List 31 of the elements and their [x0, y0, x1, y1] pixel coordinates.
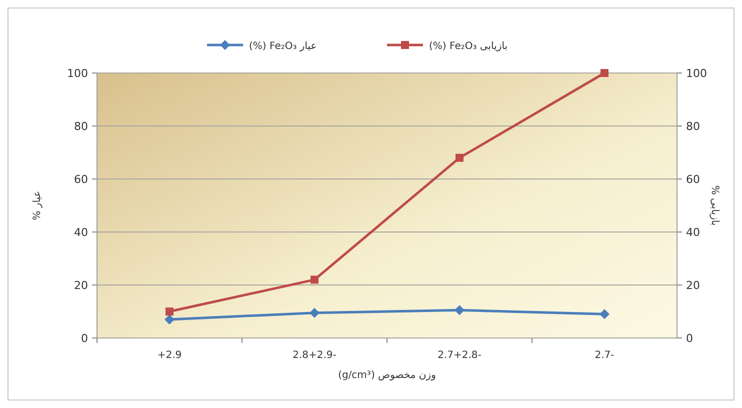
y2-tick-label: 100 — [686, 67, 707, 80]
x-axis-title: وزن مخصوص (g/cm³) — [338, 370, 436, 381]
y-tick-label: 60 — [74, 173, 88, 186]
legend-item: عیار Fe₂O₃ (%) — [207, 40, 317, 52]
point — [456, 154, 464, 162]
point — [166, 308, 174, 316]
y2-tick-label: 20 — [686, 279, 700, 292]
y2-axis-title: بازیابی % — [709, 185, 720, 226]
y-tick-label: 100 — [67, 67, 88, 80]
y2-tick-label: 0 — [686, 332, 693, 345]
x-tick-label: 2.7+2.8- — [438, 350, 482, 361]
legend-label: عیار Fe₂O₃ (%) — [249, 41, 317, 52]
x-tick-label: +2.9 — [157, 350, 182, 361]
point — [164, 314, 174, 324]
x-tick-label: 2.7- — [594, 350, 615, 361]
point — [600, 309, 610, 320]
y2-tick-label: 60 — [686, 173, 700, 186]
legend-label: بازیابی Fe₂O₃ (%) — [429, 41, 508, 52]
point — [600, 69, 608, 77]
y-tick-label: 80 — [74, 120, 88, 133]
x-tick-label: 2.8+2.9- — [292, 350, 337, 361]
legend-item: بازیابی Fe₂O₃ (%) — [387, 41, 508, 52]
y-tick-label: 40 — [74, 226, 88, 239]
point — [310, 276, 318, 284]
y-axis-title: عیار % — [32, 190, 43, 220]
y2-tick-label: 40 — [686, 226, 700, 239]
y-tick-label: 0 — [81, 332, 88, 345]
point — [310, 308, 320, 318]
point — [454, 305, 464, 316]
y-tick-label: 20 — [74, 279, 88, 292]
y2-tick-label: 80 — [686, 120, 700, 133]
